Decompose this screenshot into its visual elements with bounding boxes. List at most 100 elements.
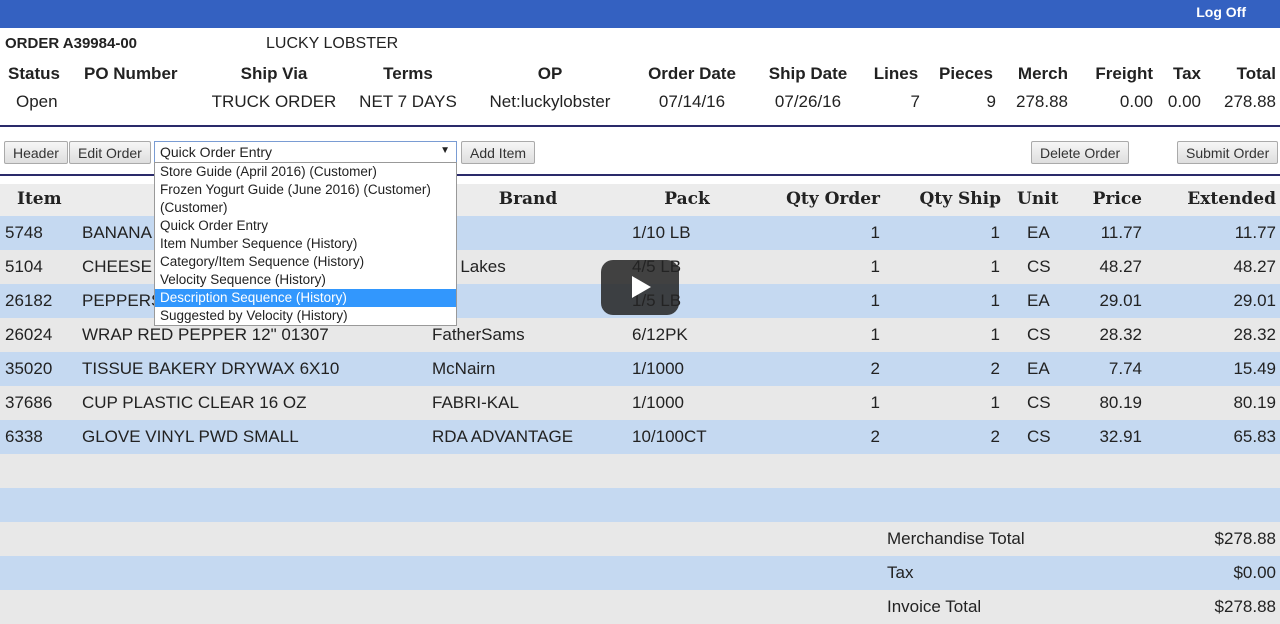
empty-row: [0, 488, 1280, 522]
dropdown-option[interactable]: Category/Item Sequence (History): [160, 254, 365, 269]
cell-brand: RDA ADVANTAGE: [432, 427, 574, 446]
table-row[interactable]: 26024 WRAP RED PEPPER 12" 01307 FatherSams…: [0, 318, 1280, 352]
table-row[interactable]: 37686 CUP PLASTIC CLEAR 16 OZ FABRI-KAL 1/1…: [0, 386, 1280, 420]
summary-value: TRUCK ORDER: [211, 92, 337, 111]
column-header: Pack: [664, 189, 710, 209]
cell-ship: 1: [990, 325, 1000, 344]
cell-unit: CS: [1027, 257, 1051, 276]
dropdown-option[interactable]: Store Guide (April 2016) (Customer): [160, 164, 377, 179]
summary-value: 07/14/16: [658, 92, 726, 111]
summary-header: Ship Date: [768, 64, 848, 83]
cell-desc: BANANA: [82, 223, 152, 242]
cell-price: 29.01: [1099, 291, 1142, 310]
summary-value: 278.88: [1016, 92, 1068, 111]
cell-ship: 2: [990, 427, 1000, 446]
top-bar: Log Off: [0, 0, 1280, 28]
divider: [0, 174, 1280, 176]
summary-value: Net:luckylobster: [489, 92, 611, 111]
summary-header: Status: [8, 64, 60, 83]
summary-header: Order Date: [648, 64, 736, 83]
cell-ext: 48.27: [1233, 257, 1276, 276]
total-label: Invoice Total: [887, 597, 982, 616]
cell-price: 32.91: [1099, 427, 1142, 446]
submit-order-button[interactable]: Submit Order: [1177, 141, 1279, 164]
edit-order-button[interactable]: Edit Order: [69, 141, 151, 164]
dropdown-option[interactable]: Description Sequence (History): [155, 289, 456, 307]
cell-desc: CUP PLASTIC CLEAR 16 OZ: [82, 393, 307, 412]
summary-value: Open: [16, 92, 58, 111]
header-button[interactable]: Header: [4, 141, 68, 164]
cell-ext: 80.19: [1233, 393, 1276, 412]
delete-order-button[interactable]: Delete Order: [1031, 141, 1130, 164]
column-header: Unit: [1017, 189, 1059, 209]
customer-name: LUCKY LOBSTER: [266, 35, 399, 52]
entry-mode-dropdown: Store Guide (April 2016) (Customer) Froze…: [154, 162, 457, 326]
cell-unit: CS: [1027, 325, 1051, 344]
entry-mode-select[interactable]: Quick Order Entry ▼: [154, 141, 457, 163]
cell-desc: PEPPERS: [82, 291, 163, 310]
table-row[interactable]: 6338 GLOVE VINYL PWD SMALL RDA ADVANTAGE 10…: [0, 420, 1280, 454]
cell-pack: 1/10 LB: [632, 223, 691, 242]
summary-header: Ship Via: [240, 64, 308, 83]
column-header: Qty Order: [786, 189, 880, 209]
cell-ext: 15.49: [1233, 359, 1276, 378]
totals-row: Tax $0.00: [0, 556, 1280, 590]
column-header: Price: [1092, 189, 1142, 209]
summary-header: Total: [1236, 64, 1276, 83]
summary-header: OP: [537, 64, 563, 83]
chevron-down-icon: ▼: [440, 145, 450, 156]
table-row[interactable]: 35020 TISSUE BAKERY DRYWAX 6X10 McNairn 1/1…: [0, 352, 1280, 386]
cell-unit: CS: [1027, 393, 1051, 412]
cell-item: 5748: [5, 223, 43, 242]
total-label: Merchandise Total: [887, 529, 1025, 548]
cell-ship: 1: [990, 291, 1000, 310]
dropdown-option[interactable]: Suggested by Velocity (History): [160, 308, 348, 323]
summary-header: Tax: [1172, 64, 1201, 83]
summary-value: 0.00: [1119, 92, 1153, 111]
cell-unit: EA: [1027, 291, 1050, 310]
cell-ship: 1: [990, 223, 1000, 242]
empty-row: [0, 454, 1280, 488]
cell-qty: 2: [870, 359, 880, 378]
cell-qty: 1: [870, 257, 880, 276]
cell-price: 28.32: [1099, 325, 1142, 344]
summary-header: Terms: [383, 64, 433, 83]
cell-item: 37686: [5, 393, 53, 412]
cell-price: 48.27: [1099, 257, 1142, 276]
cell-ext: 65.83: [1233, 427, 1276, 446]
summary-value: NET 7 DAYS: [359, 92, 457, 111]
total-label: Tax: [887, 563, 914, 582]
cell-brand: FABRI-KAL: [432, 393, 519, 412]
cell-item: 26024: [5, 325, 53, 344]
column-header: Item: [17, 189, 62, 209]
cell-price: 80.19: [1099, 393, 1142, 412]
cell-desc: CHEESE S: [82, 257, 168, 276]
cell-item: 26182: [5, 291, 53, 310]
cell-pack: 1/1000: [632, 359, 684, 378]
dropdown-option[interactable]: (Customer): [160, 200, 228, 215]
cell-brand: FatherSams: [432, 325, 525, 344]
column-header: Brand: [498, 189, 558, 209]
total-value: $0.00: [1233, 563, 1276, 582]
cell-ext: 29.01: [1233, 291, 1276, 310]
cell-desc: TISSUE BAKERY DRYWAX 6X10: [82, 359, 340, 378]
cell-ship: 1: [990, 393, 1000, 412]
totals-row: Invoice Total $278.88: [0, 590, 1280, 624]
dropdown-option[interactable]: Frozen Yogurt Guide (June 2016) (Custome…: [160, 182, 431, 197]
cell-price: 11.77: [1100, 223, 1142, 242]
dropdown-option[interactable]: Item Number Sequence (History): [160, 236, 358, 251]
cell-pack: 6/12PK: [632, 325, 688, 344]
summary-header: Pieces: [939, 64, 993, 83]
video-play-icon[interactable]: [601, 260, 679, 315]
order-number: ORDER A39984-00: [5, 35, 138, 52]
dropdown-option[interactable]: Quick Order Entry: [160, 218, 269, 233]
add-item-button[interactable]: Add Item: [461, 141, 536, 164]
summary-value: 7: [910, 92, 920, 111]
cell-qty: 2: [870, 427, 880, 446]
cell-item: 35020: [5, 359, 53, 378]
dropdown-option[interactable]: Velocity Sequence (History): [160, 272, 326, 287]
log-off-link[interactable]: Log Off: [1196, 4, 1246, 20]
cell-unit: EA: [1027, 359, 1050, 378]
summary-value: 0.00: [1167, 92, 1201, 111]
column-header: Qty Ship: [919, 189, 1001, 209]
